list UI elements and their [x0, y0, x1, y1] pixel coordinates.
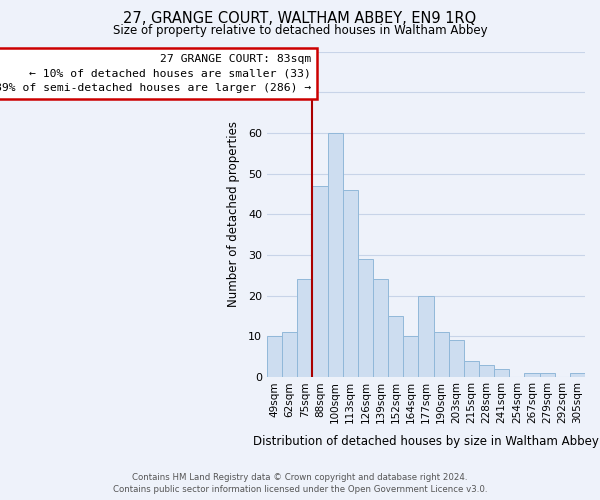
Text: Size of property relative to detached houses in Waltham Abbey: Size of property relative to detached ho… — [113, 24, 487, 37]
Bar — [524, 373, 539, 377]
Bar — [494, 369, 509, 377]
Y-axis label: Number of detached properties: Number of detached properties — [227, 122, 240, 308]
Bar — [464, 361, 479, 377]
Bar — [267, 336, 282, 377]
X-axis label: Distribution of detached houses by size in Waltham Abbey: Distribution of detached houses by size … — [253, 434, 599, 448]
Bar — [479, 365, 494, 377]
Bar — [358, 259, 373, 377]
Bar — [449, 340, 464, 377]
Bar — [434, 332, 449, 377]
Bar — [282, 332, 298, 377]
Bar — [328, 133, 343, 377]
Bar — [403, 336, 418, 377]
Text: 27, GRANGE COURT, WALTHAM ABBEY, EN9 1RQ: 27, GRANGE COURT, WALTHAM ABBEY, EN9 1RQ — [124, 11, 476, 26]
Bar — [539, 373, 555, 377]
Bar — [418, 296, 434, 377]
Bar — [373, 280, 388, 377]
Bar — [298, 280, 313, 377]
Bar — [570, 373, 585, 377]
Text: Contains HM Land Registry data © Crown copyright and database right 2024.
Contai: Contains HM Land Registry data © Crown c… — [113, 472, 487, 494]
Bar — [388, 316, 403, 377]
Bar — [313, 186, 328, 377]
Text: 27 GRANGE COURT: 83sqm
← 10% of detached houses are smaller (33)
89% of semi-det: 27 GRANGE COURT: 83sqm ← 10% of detached… — [0, 54, 311, 93]
Bar — [343, 190, 358, 377]
